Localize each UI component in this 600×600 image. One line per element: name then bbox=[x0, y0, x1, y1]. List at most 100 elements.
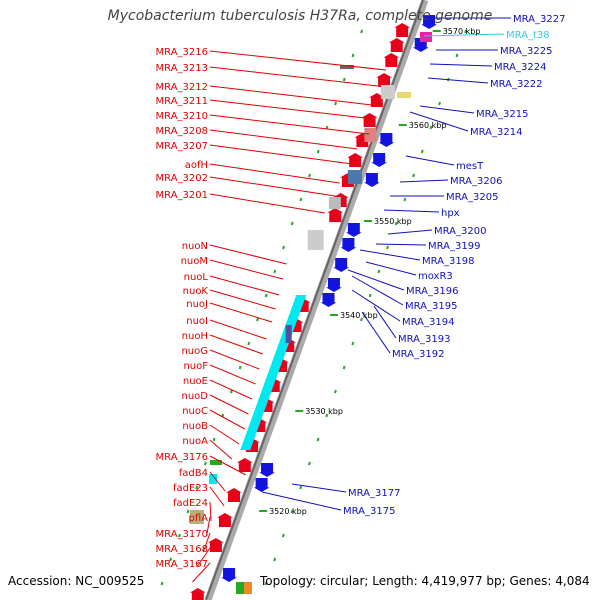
reverse-gene-arrow bbox=[325, 278, 342, 292]
gene-leader-line bbox=[365, 261, 417, 276]
gene-leader-line bbox=[202, 532, 211, 553]
gene-label: hpx bbox=[441, 208, 460, 219]
scale-tick-left bbox=[186, 509, 190, 514]
gene-leader-line bbox=[209, 471, 226, 492]
gene-leader-line bbox=[209, 85, 372, 106]
scale-tick-right bbox=[290, 509, 294, 514]
feature-box bbox=[190, 510, 204, 524]
scale-tick-left bbox=[264, 293, 268, 298]
gene-label: nuoN bbox=[182, 241, 208, 252]
forward-gene-arrow bbox=[388, 38, 405, 52]
gene-label: MRA_3213 bbox=[156, 63, 208, 74]
gene-label: MRA_3207 bbox=[156, 141, 208, 152]
gene-label: MRA_3205 bbox=[446, 192, 498, 203]
scale-tick-left bbox=[334, 101, 338, 106]
gene-leader-line bbox=[209, 439, 233, 460]
gene-label: MRA_3196 bbox=[406, 286, 458, 297]
scale-tick-left bbox=[351, 53, 355, 58]
scale-tick-left bbox=[360, 29, 364, 34]
gene-label: MRA_3176 bbox=[156, 452, 208, 463]
gene-leader-line bbox=[373, 305, 397, 339]
scale-tick-left bbox=[247, 341, 251, 346]
forward-gene-arrow bbox=[225, 488, 242, 502]
reverse-gene-arrow bbox=[333, 258, 350, 272]
gene-label: nuoG bbox=[181, 346, 208, 357]
gene-leader-line bbox=[387, 229, 433, 235]
gene-label: nuoH bbox=[182, 331, 208, 342]
scale-tick-left bbox=[177, 533, 181, 538]
scale-tick-right bbox=[360, 317, 363, 322]
feature-box bbox=[340, 65, 354, 69]
gene-label: MRA_3227 bbox=[513, 14, 565, 25]
gene-label: MRA_3201 bbox=[156, 190, 208, 201]
gene-label: MRA_3193 bbox=[398, 334, 450, 345]
scale-tick-right bbox=[316, 437, 320, 442]
scale-tick-left bbox=[273, 269, 277, 274]
reverse-gene-arrow bbox=[259, 463, 276, 477]
gene-label: MRA_3177 bbox=[348, 488, 400, 499]
kbp-label: 3560 kbp bbox=[409, 121, 447, 130]
gene-label: fadE23 bbox=[173, 483, 208, 494]
forward-gene-arrow bbox=[189, 588, 206, 600]
gene-label: fadE24 bbox=[173, 498, 208, 509]
reverse-gene-arrow bbox=[253, 478, 270, 492]
gene-leader-line bbox=[209, 163, 340, 184]
gene-leader-line bbox=[209, 364, 256, 385]
gene-leader-line bbox=[399, 179, 449, 183]
feature-box bbox=[210, 460, 222, 465]
scale-tick-left bbox=[195, 485, 199, 490]
reverse-gene-arrow bbox=[378, 133, 395, 147]
gene-label: nuoF bbox=[183, 361, 208, 372]
gene-leader-line bbox=[209, 114, 370, 135]
gene-leader-line bbox=[209, 66, 378, 87]
reverse-gene-arrow bbox=[221, 568, 238, 582]
forward-gene-arrow bbox=[207, 538, 224, 552]
scale-tick-left bbox=[203, 461, 207, 466]
gene-label: nuoK bbox=[183, 286, 209, 297]
gene-label: MRA_3198 bbox=[422, 256, 474, 267]
gene-leader-line bbox=[351, 275, 404, 306]
feature-box bbox=[307, 230, 324, 250]
gene-label: MRA_3195 bbox=[405, 301, 457, 312]
gene-label: fadB4 bbox=[179, 468, 208, 479]
gene-leader-line bbox=[209, 455, 247, 476]
nuo-subunit-marker bbox=[285, 325, 292, 343]
gene-leader-line bbox=[209, 259, 284, 280]
gene-label: MRA_3192 bbox=[392, 349, 444, 360]
gene-leader-line bbox=[351, 289, 401, 322]
reverse-gene-arrow bbox=[345, 223, 362, 237]
gene-label: MRA_3167 bbox=[156, 559, 208, 570]
gene-label: MRA_3202 bbox=[156, 173, 208, 184]
gene-leader-line bbox=[209, 289, 276, 310]
gene-leader-line bbox=[209, 302, 273, 323]
gene-label: MRA_3211 bbox=[156, 96, 208, 107]
gene-label: MRA_3206 bbox=[450, 176, 502, 187]
gene-leader-line bbox=[209, 486, 225, 507]
feature-box bbox=[328, 197, 341, 209]
scale-tick-right bbox=[377, 269, 381, 274]
gene-label: moxR3 bbox=[418, 271, 453, 282]
forward-gene-arrow bbox=[327, 208, 344, 222]
scale-tick-left bbox=[238, 365, 242, 370]
genome-backbone-edge bbox=[205, 0, 424, 600]
kbp-label: 3550 kbp bbox=[374, 217, 412, 226]
scale-tick-right bbox=[307, 461, 311, 466]
scale-tick-right bbox=[403, 197, 407, 202]
forward-gene-arrow bbox=[347, 153, 364, 167]
scale-tick-left bbox=[316, 149, 320, 154]
scale-tick-right bbox=[412, 173, 416, 178]
forward-gene-arrow bbox=[216, 513, 233, 527]
feature-box bbox=[364, 128, 377, 142]
gene-leader-line bbox=[209, 379, 253, 400]
gene-leader-line bbox=[209, 99, 374, 120]
kbp-label: 3520 kbp bbox=[269, 507, 307, 516]
feature-box bbox=[347, 170, 362, 184]
gene-leader-line bbox=[209, 394, 249, 415]
scale-tick-right bbox=[394, 221, 398, 226]
gene-leader-line bbox=[196, 547, 211, 568]
scale-tick-right bbox=[325, 413, 329, 418]
scale-tick-left bbox=[169, 557, 173, 562]
gene-label: MRA_3225 bbox=[500, 46, 552, 57]
gene-label: nuoM bbox=[181, 256, 208, 267]
